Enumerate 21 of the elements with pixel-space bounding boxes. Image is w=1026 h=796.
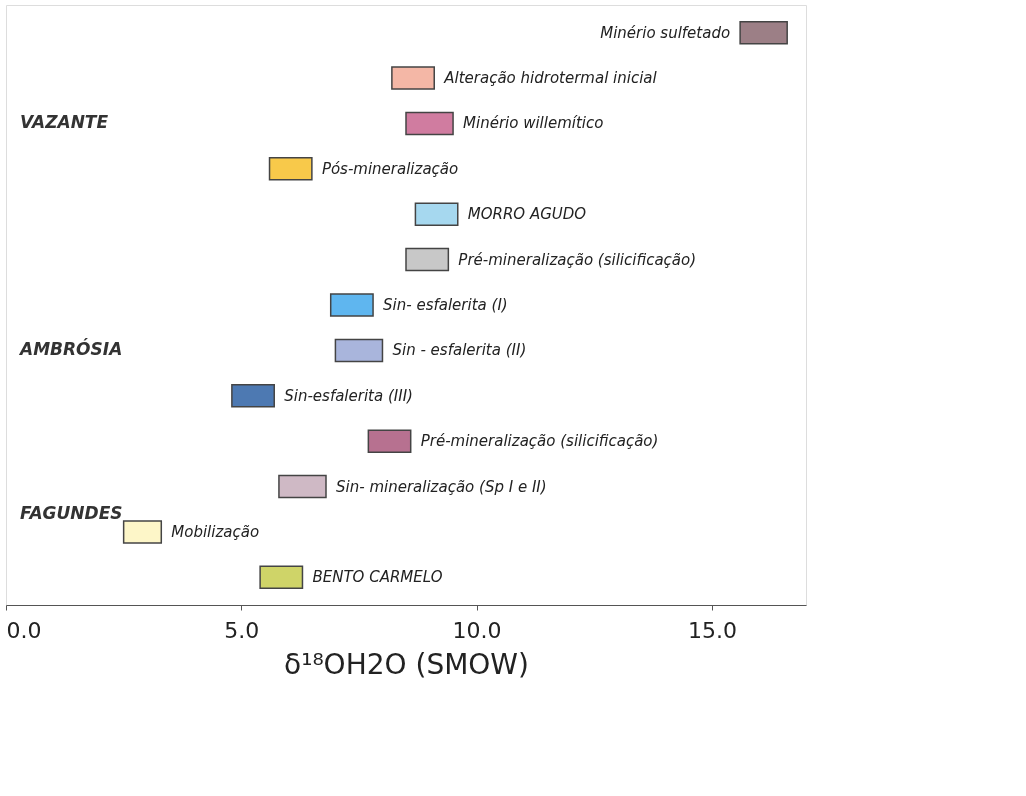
- annotation: VAZANTE: [20, 112, 109, 133]
- y-tick-label: Sin-esfalerita (III): [284, 386, 413, 405]
- y-tick-label: Pré-mineralização (silicificação): [420, 432, 659, 451]
- x-tick-label: 10.0: [452, 617, 502, 643]
- annotation: AMBRÓSIA: [18, 338, 123, 360]
- y-tick-label: BENTO CARMELO: [312, 568, 443, 587]
- y-tick-label: Minério sulfetado: [600, 23, 731, 42]
- x-tick-label: 0.0: [6, 617, 42, 643]
- y-tick-label: MORRO AGUDO: [467, 205, 587, 224]
- x-tick-label: 5.0: [224, 617, 260, 643]
- y-tick-label: Sin- esfalerita (I): [383, 296, 508, 314]
- y-tick-label: Sin- mineralização (Sp I e II): [336, 477, 547, 496]
- y-tick-label: Alteração hidrotermal inicial: [443, 69, 658, 88]
- y-tick-label: Pré-mineralização (silicificação): [458, 250, 697, 269]
- x-axis-title: δ¹⁸OH2O (SMOW): [284, 647, 529, 681]
- y-tick-label: Sin - esfalerita (II): [392, 341, 527, 360]
- annotation: FAGUNDES: [20, 502, 123, 523]
- x-tick-label: 15.0: [687, 617, 737, 643]
- y-tick-label: Mobilização: [171, 522, 260, 541]
- y-tick-label: Pós-mineralização: [321, 159, 459, 178]
- y-tick-label: Minério willemítico: [463, 114, 604, 133]
